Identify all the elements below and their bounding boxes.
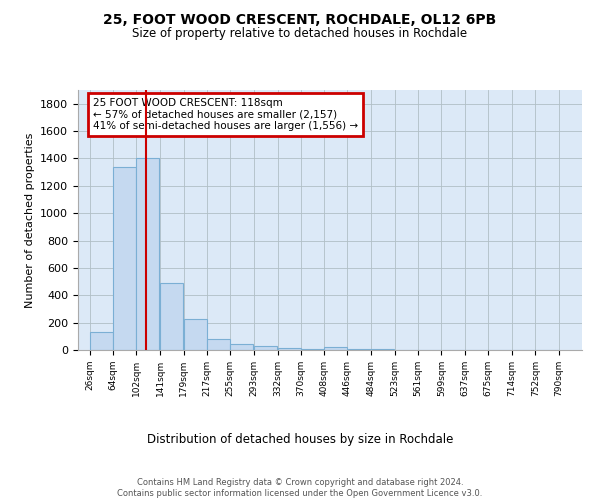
Text: 25, FOOT WOOD CRESCENT, ROCHDALE, OL12 6PB: 25, FOOT WOOD CRESCENT, ROCHDALE, OL12 6… [103, 12, 497, 26]
Text: Distribution of detached houses by size in Rochdale: Distribution of detached houses by size … [147, 432, 453, 446]
Bar [160, 283, 184, 350]
Bar [90, 332, 113, 350]
Bar [230, 344, 253, 350]
Bar [113, 166, 136, 350]
Bar [254, 346, 277, 350]
Text: Size of property relative to detached houses in Rochdale: Size of property relative to detached ho… [133, 28, 467, 40]
Bar [278, 348, 301, 350]
Bar [136, 158, 160, 350]
Y-axis label: Number of detached properties: Number of detached properties [25, 132, 35, 308]
Bar [207, 339, 230, 350]
Text: Contains HM Land Registry data © Crown copyright and database right 2024.
Contai: Contains HM Land Registry data © Crown c… [118, 478, 482, 498]
Bar [325, 348, 347, 350]
Text: 25 FOOT WOOD CRESCENT: 118sqm
← 57% of detached houses are smaller (2,157)
41% o: 25 FOOT WOOD CRESCENT: 118sqm ← 57% of d… [93, 98, 358, 131]
Bar [184, 319, 207, 350]
